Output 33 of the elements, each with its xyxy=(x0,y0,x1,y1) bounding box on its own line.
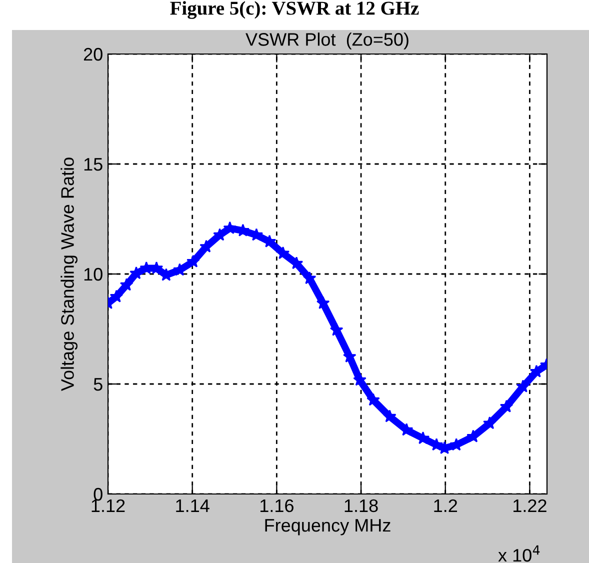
point xyxy=(223,221,237,234)
x-tick-label: 1.14 xyxy=(176,500,210,512)
point xyxy=(316,296,330,310)
y-tick-label: 15 xyxy=(84,158,102,171)
x-axis-title: Frequency MHz xyxy=(265,519,390,536)
point xyxy=(213,228,226,241)
chart-title: VSWR Plot (Zo=50) xyxy=(246,32,408,50)
point xyxy=(450,438,463,451)
x-tick-label: 1.18 xyxy=(344,499,378,512)
point xyxy=(110,290,124,302)
point xyxy=(483,416,496,430)
point xyxy=(366,393,380,406)
y-axis-title: Voltage Standing Wave Ratio xyxy=(60,158,78,392)
text: x 10$^{4}$ xyxy=(498,545,540,562)
point xyxy=(330,323,344,336)
y-tick-label: 10 xyxy=(84,268,102,281)
caption: Figure 5(c): VSWR at 12 GHz xyxy=(170,1,419,19)
point xyxy=(120,278,134,291)
point xyxy=(383,410,396,422)
y-tick-label: 20 xyxy=(84,48,102,61)
y-tick-label: 5 xyxy=(94,378,102,391)
x-tick-label: 1.22 xyxy=(514,499,546,512)
point xyxy=(200,240,213,252)
x-tick-label: 1.16 xyxy=(260,499,294,512)
point xyxy=(302,271,316,284)
point xyxy=(130,266,143,280)
x-tick-label: 1.2 xyxy=(434,499,458,512)
point xyxy=(186,254,200,268)
y-tick-label: 0 xyxy=(94,488,102,501)
point xyxy=(500,400,514,412)
point xyxy=(516,380,530,392)
point xyxy=(343,350,356,362)
x-tick-label: 1.12 xyxy=(92,499,125,512)
